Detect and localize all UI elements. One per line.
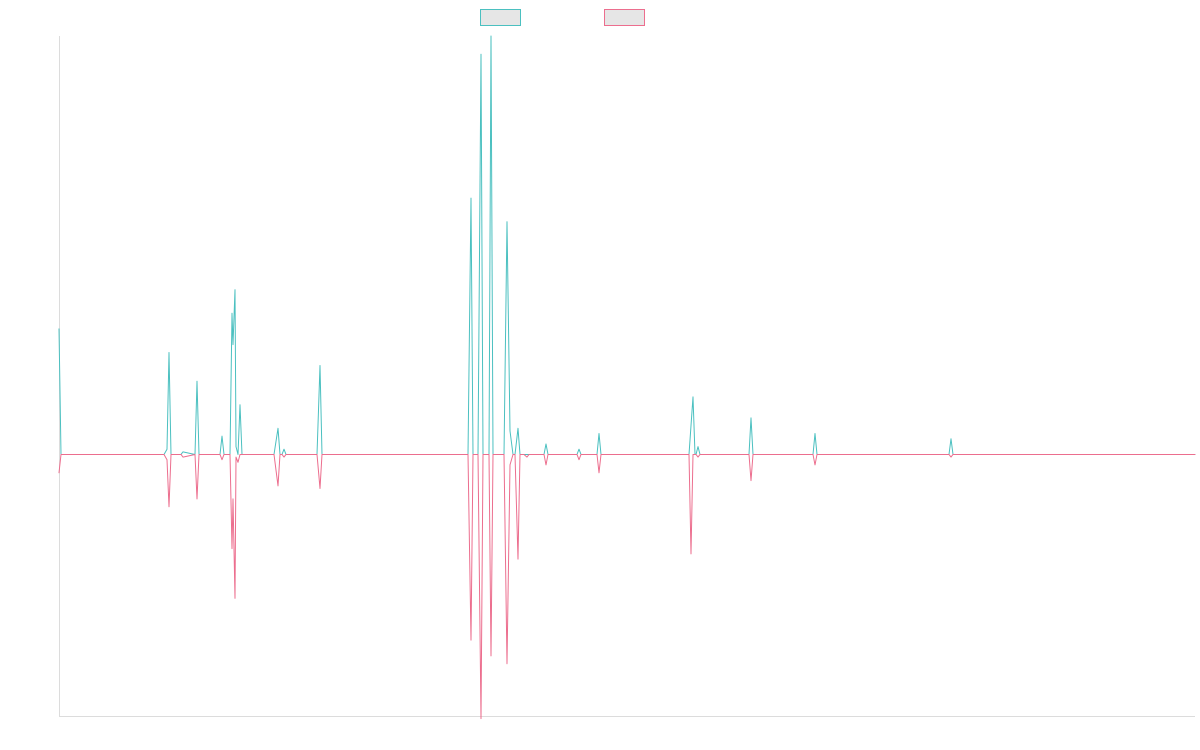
- series-layer: [59, 36, 1195, 719]
- legend-swatch-1[interactable]: [481, 10, 521, 26]
- legend-swatch-2[interactable]: [605, 10, 645, 26]
- axes: [59, 36, 1195, 717]
- series-line-2: [59, 454, 1195, 718]
- legend: [481, 10, 645, 26]
- series-line-1: [59, 36, 1195, 454]
